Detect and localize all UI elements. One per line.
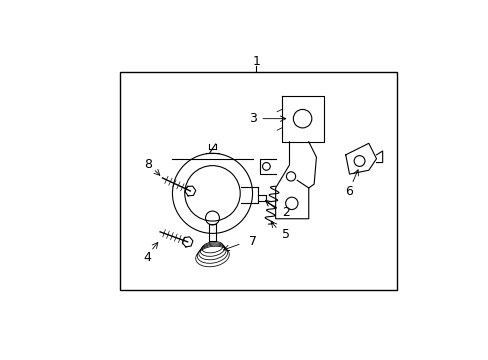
Bar (120, 72, 396, 289)
Text: 8: 8 (144, 158, 152, 171)
Text: 2: 2 (282, 206, 290, 219)
Text: 4: 4 (143, 251, 151, 264)
Text: 5: 5 (281, 228, 289, 240)
Text: 6: 6 (345, 185, 353, 198)
Text: 1: 1 (252, 55, 260, 68)
Text: 3: 3 (248, 112, 256, 125)
Text: 7: 7 (249, 235, 257, 248)
